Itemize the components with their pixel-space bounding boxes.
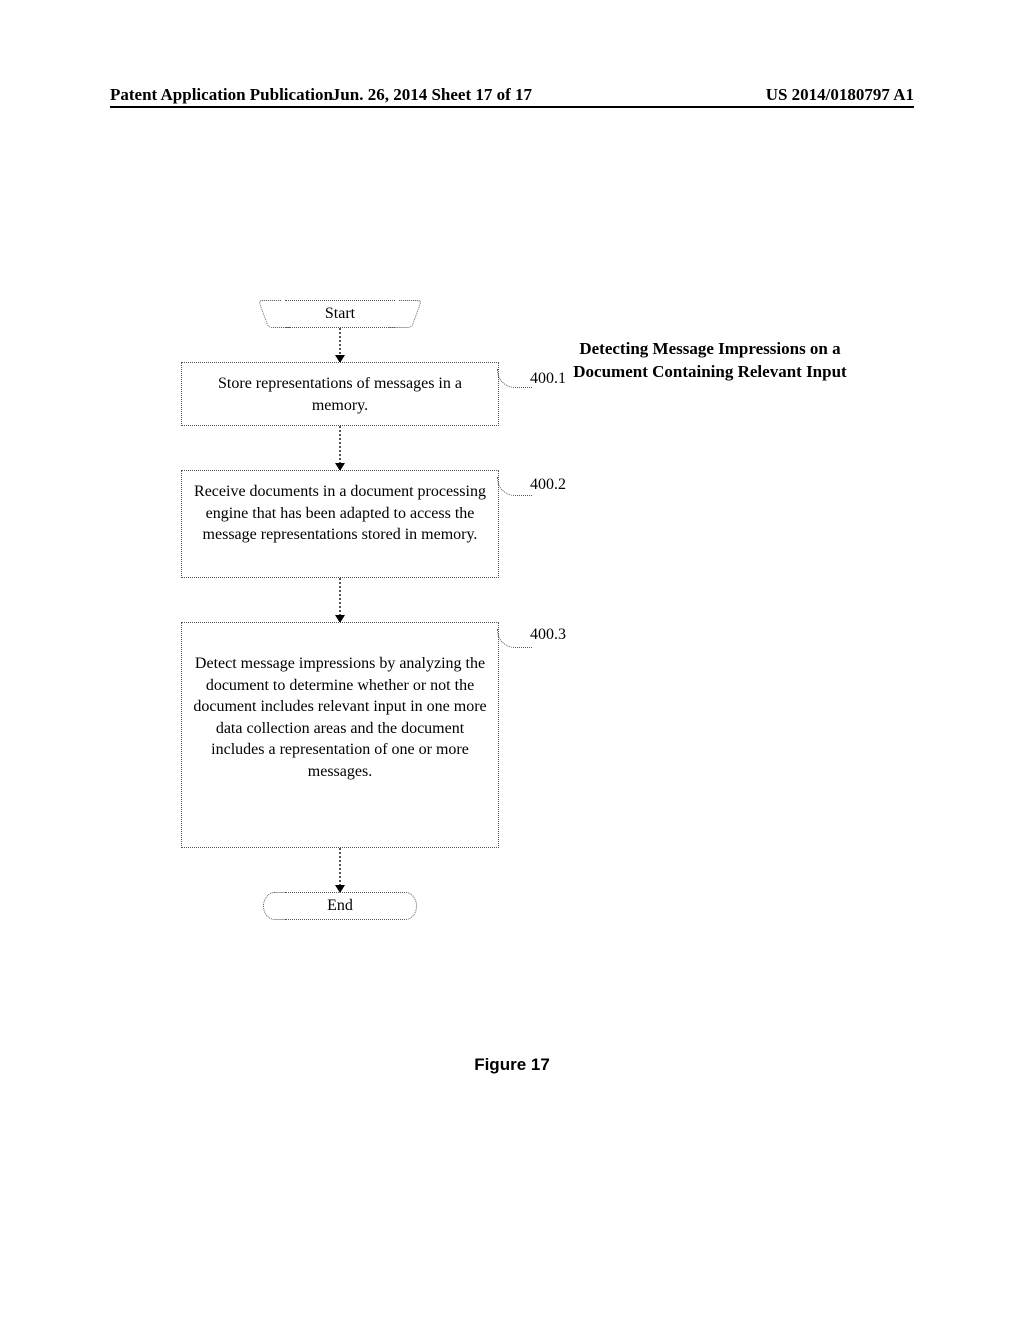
patent-page: Patent Application Publication Jun. 26, … [0, 0, 1024, 1320]
leader-line [497, 477, 532, 496]
flow-step-1-label: Store representations of messages in a m… [218, 375, 462, 414]
diagram-title: Detecting Message Impressions on a Docum… [570, 338, 850, 384]
flow-step-3-label: Detect message impressions by analyzing … [193, 655, 486, 780]
flow-end: End [285, 892, 395, 920]
flow-start-label: Start [325, 305, 355, 322]
flow-arrow [339, 578, 341, 622]
flow-step-2-label: Receive documents in a document processi… [194, 483, 486, 543]
header-rule [110, 106, 914, 108]
header-right: US 2014/0180797 A1 [766, 85, 914, 105]
header-center: Jun. 26, 2014 Sheet 17 of 17 [332, 85, 532, 105]
header-left: Patent Application Publication [110, 85, 333, 105]
flow-step-2: Receive documents in a document processi… [181, 470, 499, 578]
flow-arrow [339, 426, 341, 470]
leader-line [497, 369, 532, 388]
flow-arrow [339, 848, 341, 892]
ref-400-1: 400.1 [530, 370, 566, 388]
ref-400-3: 400.3 [530, 626, 566, 644]
flow-start: Start [285, 300, 395, 328]
page-header: Patent Application Publication Jun. 26, … [110, 85, 914, 105]
figure-caption: Figure 17 [0, 1055, 1024, 1075]
flow-step-1: Store representations of messages in a m… [181, 362, 499, 426]
flow-step-3: Detect message impressions by analyzing … [181, 622, 499, 848]
flow-arrow [339, 328, 341, 362]
ref-400-2: 400.2 [530, 476, 566, 494]
flow-end-label: End [327, 897, 353, 914]
leader-line [497, 629, 532, 648]
flowchart: Start Store representations of messages … [165, 300, 515, 920]
